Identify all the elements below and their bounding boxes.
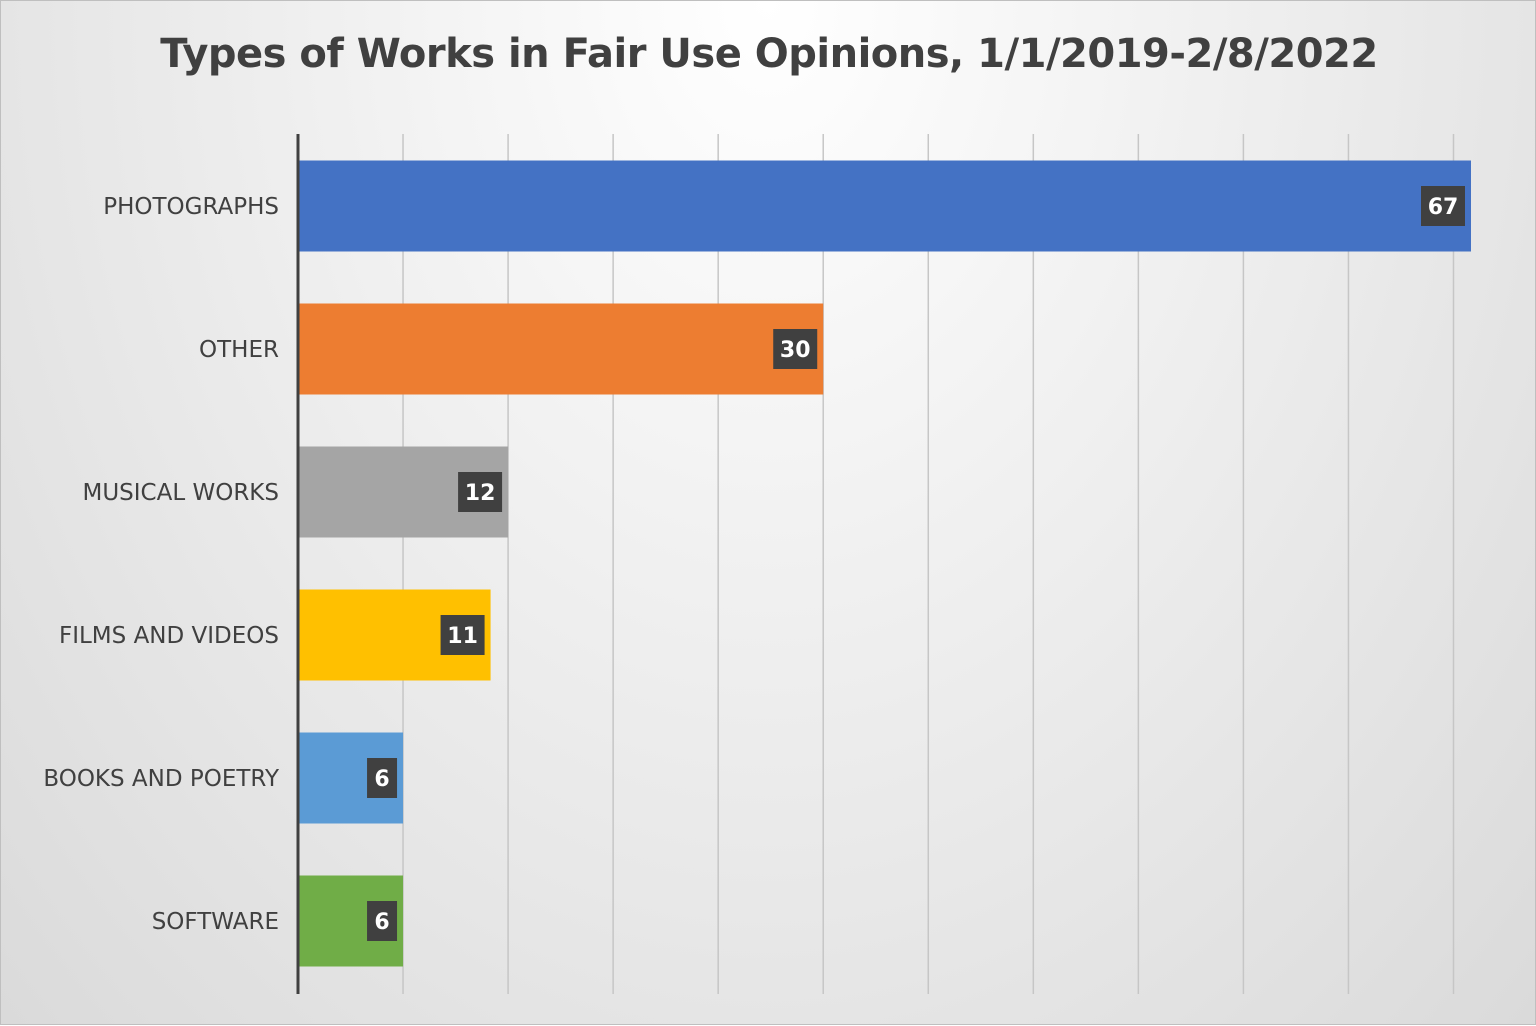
data-label: 67 <box>1428 195 1459 220</box>
category-label: PHOTOGRAPHS <box>103 194 279 220</box>
data-label: 6 <box>374 767 389 792</box>
data-label-box <box>1421 186 1465 226</box>
bar <box>298 160 1471 252</box>
category-label: BOOKS AND POETRY <box>43 766 280 792</box>
data-label: 11 <box>447 624 478 649</box>
category-label: OTHER <box>199 337 279 363</box>
data-label-box <box>773 329 818 369</box>
category-label: FILMS AND VIDEOS <box>59 623 279 649</box>
data-label-box <box>458 472 503 512</box>
data-label-box <box>367 758 398 798</box>
data-label: 12 <box>465 481 496 506</box>
chart-title: Types of Works in Fair Use Opinions, 1/1… <box>160 31 1378 77</box>
data-label: 6 <box>374 910 389 935</box>
category-label: MUSICAL WORKS <box>83 480 280 506</box>
data-label-box <box>367 901 398 941</box>
category-label: SOFTWARE <box>152 909 279 935</box>
data-label: 30 <box>780 338 811 363</box>
data-label-box <box>440 615 485 655</box>
bar <box>298 303 824 395</box>
